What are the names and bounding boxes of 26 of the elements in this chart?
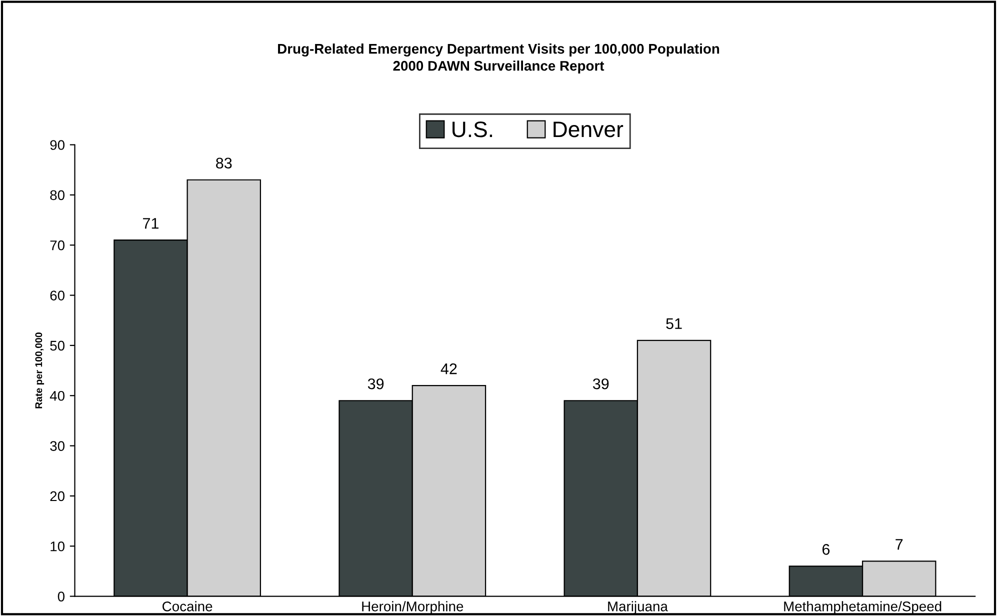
y-tick-label: 60	[50, 290, 65, 300]
x-tick-label: Marijuana	[608, 601, 668, 614]
y-tick-label: 40	[50, 390, 65, 401]
legend-label: Denver	[554, 122, 624, 138]
data-label: 71	[143, 218, 158, 229]
data-label: 39	[592, 378, 609, 390]
data-label: 83	[216, 158, 232, 169]
data-label: 51	[666, 318, 682, 330]
x-tick-label: Methamphetamine/Speed	[784, 601, 942, 614]
y-tick-label: 30	[50, 441, 65, 451]
y-tick-label: 0	[58, 592, 65, 602]
y-tick-label: 50	[50, 340, 65, 351]
x-tick-label: Heroin/Morphine	[362, 601, 464, 614]
chart-title: Drug-Related Emergency Department Visits per 100,000 Population 2000 DAWN Surveillance Report	[278, 44, 720, 74]
y-tick-label: 70	[50, 240, 65, 250]
data-label: 6	[822, 544, 830, 555]
data-label: 39	[368, 378, 384, 390]
data-label: 42	[440, 363, 457, 374]
y-tick-label: 90	[50, 140, 65, 150]
x-tick-label: Cocaine	[162, 601, 212, 612]
y-tick-label: 80	[50, 190, 65, 200]
data-label: 7	[896, 539, 903, 550]
legend-label: U.S.	[452, 122, 492, 138]
y-axis-title: Rate per 100,000	[35, 332, 44, 408]
y-tick-label: 20	[50, 491, 65, 502]
y-tick-label: 10	[50, 541, 65, 552]
